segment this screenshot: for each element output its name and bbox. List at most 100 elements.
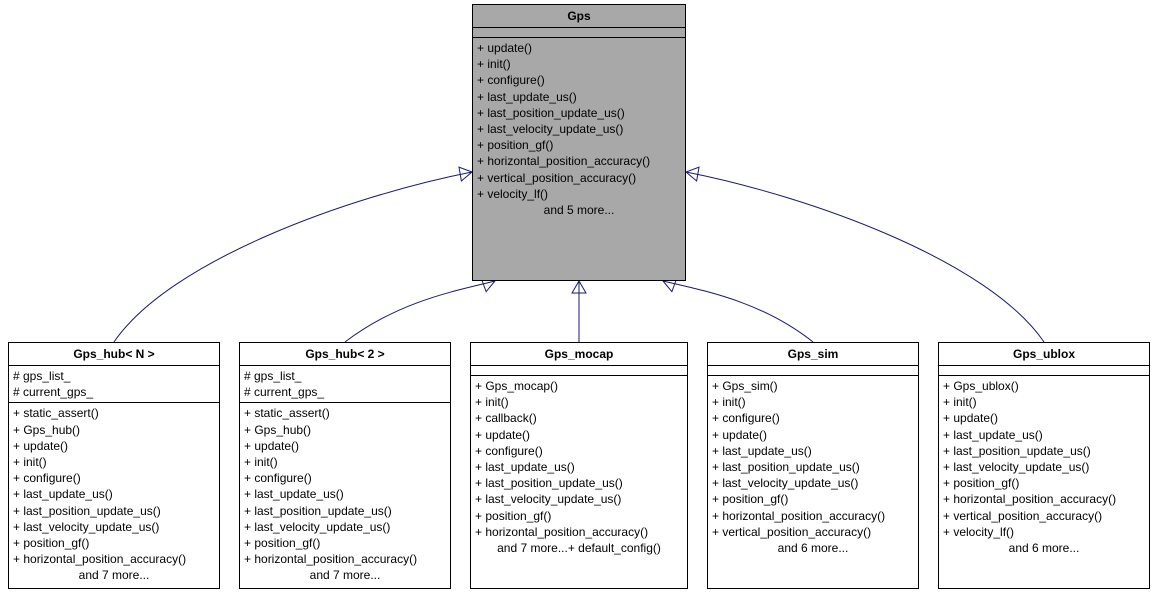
more-methods: and 6 more...	[712, 540, 914, 556]
inheritance-arrowhead	[572, 281, 586, 293]
method-row: + configure()	[477, 72, 681, 88]
attributes-section	[939, 366, 1149, 376]
methods-section: + Gps_mocap()+ init()+ callback()+ updat…	[471, 376, 687, 558]
method-row: + last_position_update_us()	[13, 503, 215, 519]
method-row: + Gps_hub()	[244, 422, 446, 438]
method-row: + configure()	[475, 443, 683, 459]
class-gps_sim[interactable]: Gps_sim+ Gps_sim()+ init()+ configure()+…	[707, 342, 919, 589]
method-row: + update()	[943, 410, 1145, 426]
class-gps_hub_2[interactable]: Gps_hub< 2 ># gps_list_# current_gps_+ s…	[239, 342, 451, 589]
class-gps[interactable]: Gps+ update()+ init()+ configure()+ last…	[472, 4, 686, 281]
method-row: + Gps_hub()	[13, 422, 215, 438]
method-row: + last_velocity_update_us()	[712, 475, 914, 491]
class-title: Gps_ublox	[939, 343, 1149, 366]
method-row: + last_position_update_us()	[477, 105, 681, 121]
method-row: + position_gf()	[712, 491, 914, 507]
attribute-row: # gps_list_	[244, 368, 446, 384]
method-row: + position_gf()	[475, 508, 683, 524]
method-row: + horizontal_position_accuracy()	[712, 508, 914, 524]
method-row: + update()	[13, 438, 215, 454]
inheritance-edge	[345, 281, 495, 342]
uml-diagram: Gps+ update()+ init()+ configure()+ last…	[0, 0, 1160, 595]
method-row: + last_velocity_update_us()	[475, 491, 683, 507]
method-row: + init()	[477, 56, 681, 72]
method-row: + configure()	[13, 470, 215, 486]
inheritance-edge	[114, 172, 472, 342]
methods-section: + Gps_sim()+ init()+ configure()+ update…	[708, 376, 918, 558]
method-row: + last_position_update_us()	[943, 443, 1145, 459]
attributes-section	[473, 28, 685, 38]
method-row: + horizontal_position_accuracy()	[943, 491, 1145, 507]
method-row: + last_update_us()	[13, 486, 215, 502]
method-row: + init()	[475, 394, 683, 410]
method-row: + init()	[943, 394, 1145, 410]
methods-section: + update()+ init()+ configure()+ last_up…	[473, 38, 685, 220]
attribute-row: # gps_list_	[13, 368, 215, 384]
method-row: + update()	[244, 438, 446, 454]
method-row: + Gps_sim()	[712, 378, 914, 394]
method-row: + init()	[712, 394, 914, 410]
class-title: Gps_mocap	[471, 343, 687, 366]
inheritance-edge	[663, 281, 813, 342]
method-row: + position_gf()	[13, 535, 215, 551]
method-row: + last_velocity_update_us()	[13, 519, 215, 535]
class-gps_ublox[interactable]: Gps_ublox + Gps_ublox()+ init()+ update()…	[938, 342, 1150, 589]
methods-section: + static_assert()+ Gps_hub()+ update()+ …	[9, 403, 219, 585]
method-row: + Gps_mocap()	[475, 378, 683, 394]
more-methods: and 6 more...	[943, 540, 1145, 556]
method-row: + last_velocity_update_us()	[244, 519, 446, 535]
method-row: + velocity_lf()	[943, 524, 1145, 540]
more-methods: and 5 more...	[477, 202, 681, 218]
method-row: + horizontal_position_accuracy()	[475, 524, 683, 540]
method-row: + last_update_us()	[943, 427, 1145, 443]
methods-section: + Gps_ublox()+ init()+ update()+ last_up…	[939, 376, 1149, 558]
method-row: + horizontal_position_accuracy()	[477, 153, 681, 169]
method-row: + Gps_ublox()	[943, 378, 1145, 394]
class-title: Gps_hub< 2 >	[240, 343, 450, 366]
method-row: + last_position_update_us()	[244, 503, 446, 519]
method-row: + configure()	[712, 410, 914, 426]
inheritance-arrowhead	[459, 167, 472, 181]
method-row: + vertical_position_accuracy()	[712, 524, 914, 540]
inheritance-arrowhead	[686, 167, 699, 181]
class-title: Gps	[473, 5, 685, 28]
method-row: + horizontal_position_accuracy()	[13, 551, 215, 567]
method-row: + vertical_position_accuracy()	[477, 170, 681, 186]
method-row: + init()	[244, 454, 446, 470]
method-row: + static_assert()	[244, 405, 446, 421]
method-row: + velocity_lf()	[477, 186, 681, 202]
more-methods: and 7 more...	[244, 567, 446, 583]
method-row: + last_update_us()	[712, 443, 914, 459]
method-row: + position_gf()	[244, 535, 446, 551]
method-row: + update()	[475, 427, 683, 443]
method-row: + last_position_update_us()	[475, 475, 683, 491]
method-row: + update()	[712, 427, 914, 443]
method-row: + position_gf()	[477, 137, 681, 153]
class-gps_mocap[interactable]: Gps_mocap + Gps_mocap()+ init()+ callback…	[470, 342, 688, 589]
method-row: + last_update_us()	[244, 486, 446, 502]
method-row: + init()	[13, 454, 215, 470]
method-row: + horizontal_position_accuracy()	[244, 551, 446, 567]
class-title: Gps_hub< N >	[9, 343, 219, 366]
method-row: + last_update_us()	[475, 459, 683, 475]
inheritance-edge	[686, 172, 1044, 342]
attribute-row: # current_gps_	[13, 384, 215, 400]
method-row: + configure()	[244, 470, 446, 486]
method-row: + vertical_position_accuracy()	[943, 508, 1145, 524]
method-row: + static_assert()	[13, 405, 215, 421]
class-gps_hub_n[interactable]: Gps_hub< N ># gps_list_# current_gps_+ s…	[8, 342, 220, 589]
methods-section: + static_assert()+ Gps_hub()+ update()+ …	[240, 403, 450, 585]
class-title: Gps_sim	[708, 343, 918, 366]
method-row: + callback()	[475, 410, 683, 426]
method-row: + position_gf()	[943, 475, 1145, 491]
attributes-section	[471, 366, 687, 376]
attributes-section: # gps_list_# current_gps_	[9, 366, 219, 403]
attributes-section: # gps_list_# current_gps_	[240, 366, 450, 403]
attributes-section	[708, 366, 918, 376]
method-row: + last_velocity_update_us()	[477, 121, 681, 137]
method-row: + update()	[477, 40, 681, 56]
more-methods: and 7 more...	[13, 567, 215, 583]
more-methods: and 7 more...+ default_config()	[475, 540, 683, 556]
method-row: + last_update_us()	[477, 89, 681, 105]
method-row: + last_velocity_update_us()	[943, 459, 1145, 475]
